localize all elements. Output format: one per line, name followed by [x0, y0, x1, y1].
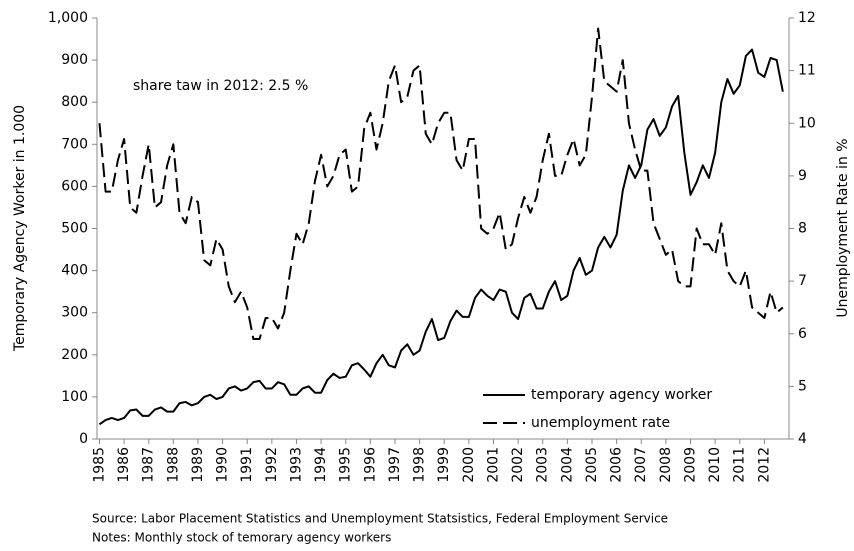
- x-tick-label: 1990: [215, 447, 231, 483]
- y2-tick-label: 10: [798, 115, 816, 131]
- y2-tick-label: 12: [798, 10, 816, 26]
- x-tick-label: 1988: [165, 447, 181, 483]
- y-tick-label: 100: [61, 389, 88, 405]
- notes: Notes: Monthly stock of temorary agency …: [92, 531, 391, 545]
- y-tick-label: 600: [61, 178, 88, 194]
- y-axis-title: Temporary Agency Worker in 1.000: [12, 105, 28, 352]
- x-tick-label: 1986: [116, 447, 132, 483]
- y-tick-label: 900: [61, 52, 88, 68]
- x-tick-label: 2012: [756, 447, 772, 483]
- y2-tick-label: 6: [798, 326, 807, 342]
- x-tick-label: 2002: [510, 447, 526, 483]
- annotation: share taw in 2012: 2.5 %: [133, 78, 308, 94]
- x-tick-label: 1992: [264, 447, 280, 483]
- y2-tick-label: 11: [798, 63, 816, 79]
- series-line: [98, 27, 784, 341]
- y2-axis-title: Unemployment Rate in %: [835, 138, 851, 317]
- x-tick-label: 2010: [707, 447, 723, 483]
- y2-tick-label: 9: [798, 168, 807, 184]
- x-tick-label: 1999: [436, 447, 452, 483]
- x-tick-label: 2000: [461, 447, 477, 483]
- source-note: Source: Labor Placement Statistics and U…: [92, 512, 668, 526]
- x-tick-label: 1991: [239, 447, 255, 483]
- y-tick-label: 400: [61, 263, 88, 279]
- x-tick-label: 1985: [91, 447, 107, 483]
- y-tick-label: 200: [61, 347, 88, 363]
- x-tick-label: 2003: [535, 447, 551, 483]
- x-tick-label: 2001: [485, 447, 501, 483]
- x-tick-label: 1995: [338, 447, 354, 483]
- x-tick-label: 1993: [288, 447, 304, 483]
- y2-tick-label: 5: [798, 378, 807, 394]
- x-tick-label: 1994: [313, 447, 329, 483]
- x-tick-label: 2011: [732, 447, 748, 483]
- x-tick-label: 2008: [658, 447, 674, 483]
- x-tick-label: 1987: [141, 447, 157, 483]
- legend-label: unemployment rate: [531, 415, 670, 431]
- y2-tick-label: 8: [798, 221, 807, 237]
- x-tick-label: 2007: [633, 447, 649, 483]
- x-tick-label: 2004: [559, 447, 575, 483]
- y2-tick-label: 4: [798, 431, 807, 447]
- x-tick-label: 1989: [190, 447, 206, 483]
- y-tick-label: 500: [61, 221, 88, 237]
- x-tick-label: 2009: [682, 447, 698, 483]
- x-tick-label: 1996: [362, 447, 378, 483]
- y-tick-label: 0: [79, 431, 88, 447]
- x-tick-label: 2005: [584, 447, 600, 483]
- series-line: [98, 48, 784, 426]
- x-tick-label: 2006: [609, 447, 625, 483]
- y2-tick-label: 7: [798, 273, 807, 289]
- x-tick-label: 1997: [387, 447, 403, 483]
- x-tick-label: 1998: [412, 447, 428, 483]
- y-tick-label: 1,000: [48, 10, 88, 26]
- y-tick-label: 300: [61, 305, 88, 321]
- legend-label: temporary agency worker: [531, 387, 712, 403]
- y-tick-label: 700: [61, 136, 88, 152]
- y-tick-label: 800: [61, 94, 88, 110]
